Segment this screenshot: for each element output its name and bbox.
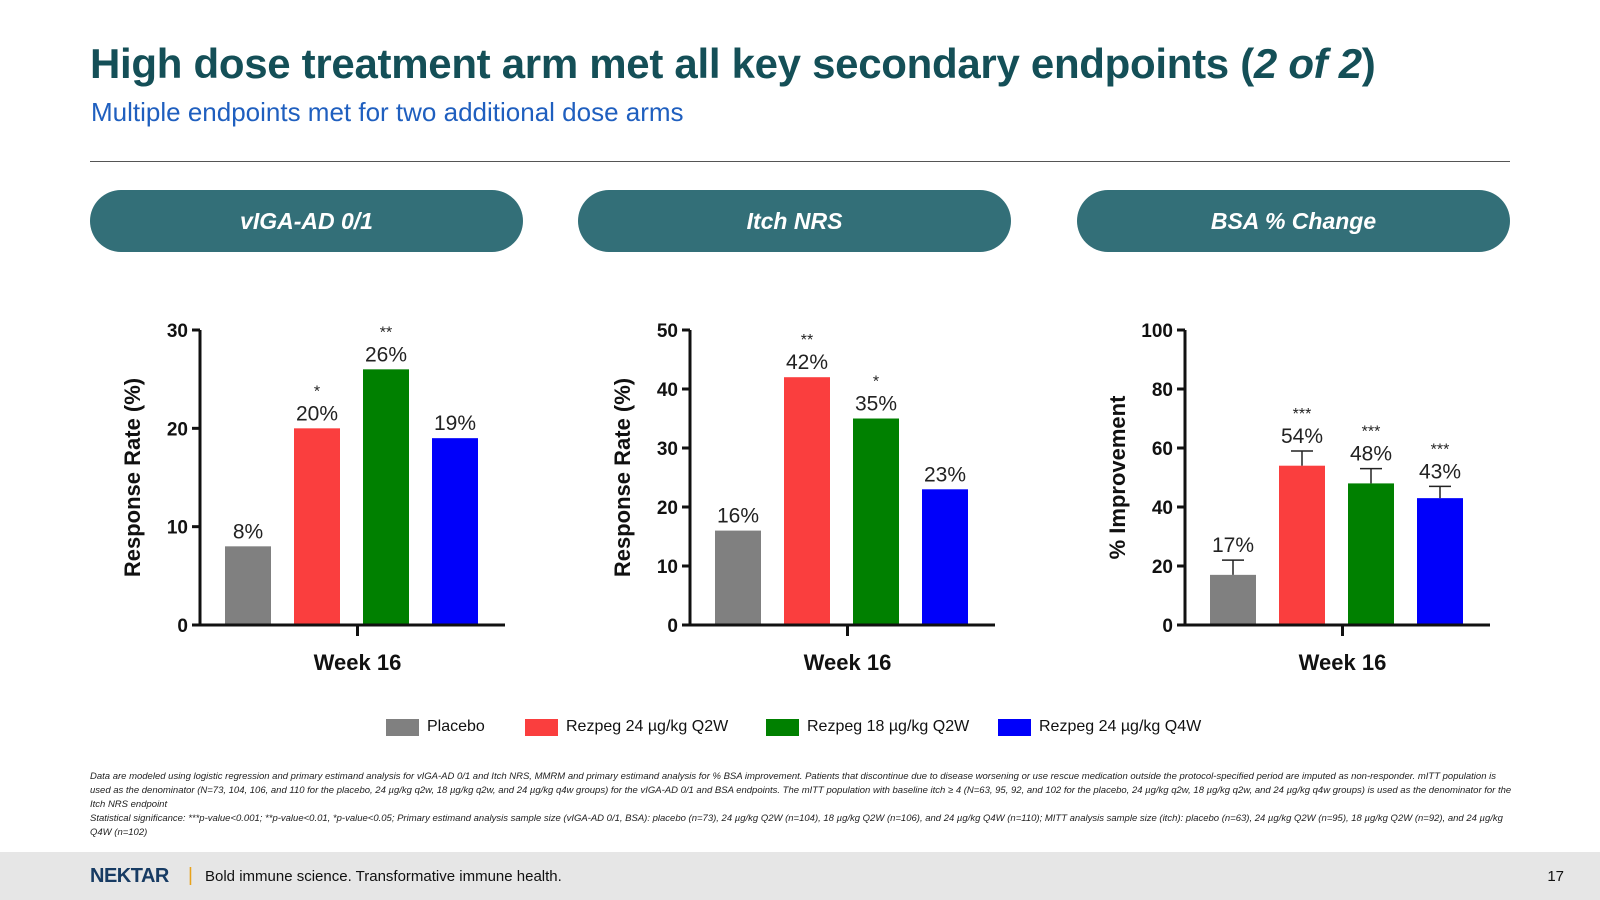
data-label: 8% [233,520,263,543]
y-tick-label: 100 [1141,321,1173,342]
bar [1417,498,1463,624]
y-tick-label: 0 [177,616,188,637]
data-label: 17% [1212,534,1254,557]
x-axis-label: Week 16 [1299,650,1387,675]
y-axis-label: Response Rate (%) [120,378,145,577]
legend-swatch [766,718,799,736]
itch-chart: Response Rate (%) 0 10 20 30 40 50 Week 16 16% 42… [610,321,995,675]
bar [784,377,830,624]
data-label: 23% [924,463,966,486]
nektar-logo: NEKTAR [90,865,169,887]
y-tick-label: 60 [1152,439,1173,460]
legend-item-placebo: Placebo [386,718,485,736]
legend-label: Rezpeg 24 µg/kg Q2W [566,718,729,735]
legend-label: Rezpeg 24 µg/kg Q4W [1039,718,1202,735]
data-label: 16% [717,505,759,528]
data-label: 42% [786,351,828,374]
panel-title-bsa: BSA % Change [1077,190,1510,252]
bar [1348,483,1394,624]
footnotes: Data are modeled using logistic regressi… [90,770,1515,840]
page-title: High dose treatment arm met all key seco… [90,40,1376,87]
y-axis-label: Response Rate (%) [610,378,635,577]
footer: NEKTAR | Bold immune science. Transforma… [0,852,1600,900]
bar [294,428,340,624]
legend-label: Rezpeg 18 µg/kg Q2W [807,718,970,735]
bar [922,489,968,624]
significance-marker: * [873,374,879,391]
bar [432,438,478,624]
footnote-significance: Statistical significance: ***p-value<0.0… [90,813,1503,838]
y-tick-label: 20 [1152,557,1173,578]
bar [1279,465,1325,624]
significance-marker: ** [380,324,392,341]
logo-separator: | [188,865,193,886]
data-label: 48% [1350,443,1392,466]
legend-swatch [386,718,419,736]
legend-swatch [998,718,1031,736]
y-tick-label: 30 [657,439,678,460]
viga-chart: Response Rate (%) 0 10 20 30 Week 16 8% 20% * 26%… [120,321,505,675]
y-tick-label: 50 [657,321,678,342]
bar [225,546,271,624]
panel-title-itch: Itch NRS [578,190,1011,252]
bsa-chart: % Improvement 0 20 40 60 80 100 Week 16 17% 54% **… [1105,321,1490,675]
legend-item-rezpeg-24-q2w: Rezpeg 24 µg/kg Q2W [525,718,728,736]
y-tick-label: 10 [657,557,678,578]
significance-marker: ** [801,332,813,349]
x-axis-label: Week 16 [804,650,892,675]
y-tick-label: 20 [167,419,188,440]
y-tick-label: 80 [1152,380,1173,401]
y-tick-label: 0 [1162,616,1173,637]
y-axis-label: % Improvement [1105,395,1130,559]
significance-marker: *** [1362,424,1381,441]
significance-marker: * [314,383,320,400]
x-axis-label: Week 16 [314,650,402,675]
y-tick-label: 30 [167,321,188,342]
legend-label: Placebo [427,718,485,735]
significance-marker: *** [1293,406,1312,423]
y-tick-label: 40 [657,380,678,401]
bar [853,418,899,624]
data-label: 19% [434,412,476,435]
bar [715,530,761,624]
page-subtitle: Multiple endpoints met for two additiona… [91,97,684,127]
data-label: 20% [296,402,338,425]
data-label: 26% [365,343,407,366]
bar [1210,574,1256,624]
y-tick-label: 40 [1152,498,1173,519]
y-tick-label: 0 [667,616,678,637]
legend-item-rezpeg-24-q4w: Rezpeg 24 µg/kg Q4W [998,718,1201,736]
legend-item-rezpeg-18-q2w: Rezpeg 18 µg/kg Q2W [766,718,969,736]
panel-title-viga: vIGA-AD 0/1 [90,190,523,252]
divider [90,161,1510,162]
page-number: 17 [1547,868,1564,885]
footnote-methods: Data are modeled using logistic regressi… [90,771,1512,810]
bar [363,369,409,624]
data-label: 43% [1419,460,1461,483]
significance-marker: *** [1431,441,1450,458]
y-tick-label: 10 [167,518,188,539]
y-tick-label: 20 [657,498,678,519]
legend-swatch [525,718,558,736]
data-label: 35% [855,393,897,416]
footer-tagline: Bold immune science. Transformative immu… [205,868,562,885]
data-label: 54% [1281,425,1323,448]
